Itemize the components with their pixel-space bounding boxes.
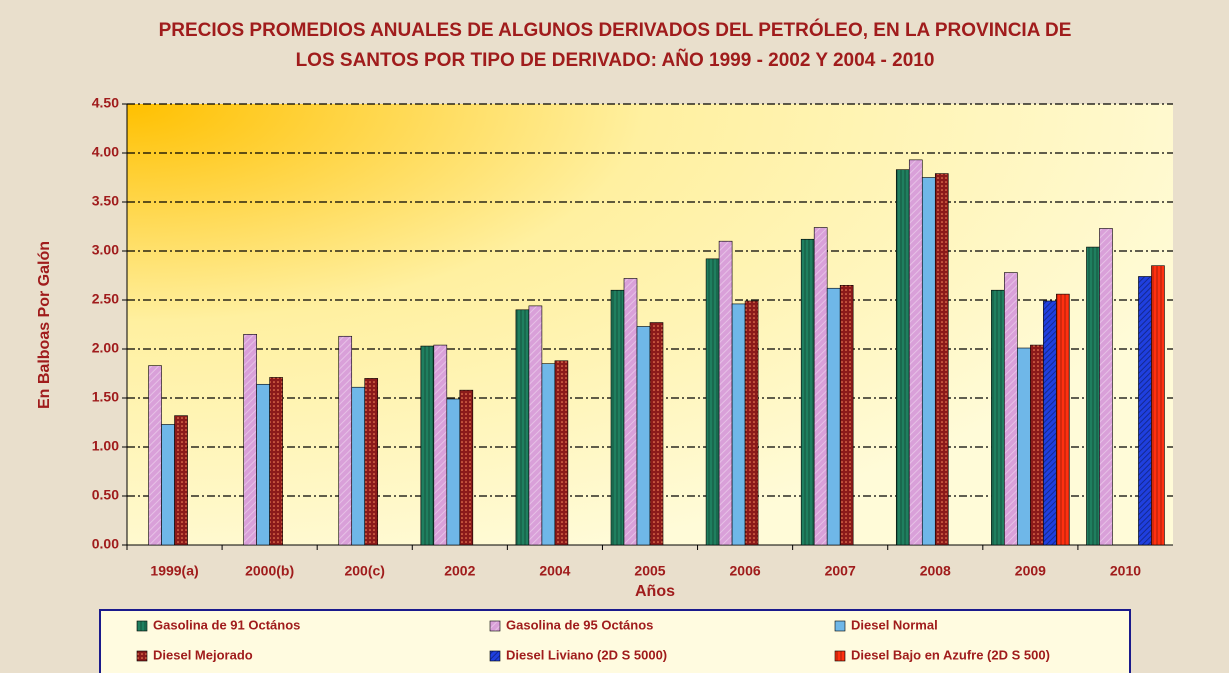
bar <box>269 377 283 546</box>
bar <box>256 383 270 546</box>
bar <box>351 386 366 546</box>
bar <box>826 287 841 546</box>
x-axis-title: Años <box>635 583 675 600</box>
x-tick-label: 2010 <box>1110 563 1141 579</box>
legend <box>99 609 1131 673</box>
bar <box>420 345 435 546</box>
y-tick-label: 3.50 <box>92 193 119 209</box>
bar <box>338 335 353 546</box>
bar <box>718 240 733 546</box>
bar <box>528 305 543 546</box>
x-tick-label: 2000(b) <box>245 563 294 579</box>
bar <box>1043 300 1057 546</box>
bar <box>148 365 162 546</box>
legend-label: Diesel Normal <box>851 617 938 632</box>
y-axis-title: En Balboas Por Galón <box>36 241 53 409</box>
y-tick-label: 0.50 <box>92 487 119 503</box>
x-tick-label: 2009 <box>1015 563 1046 579</box>
bar <box>744 300 759 546</box>
x-tick-label: 2004 <box>539 563 570 579</box>
bar <box>446 398 461 546</box>
y-tick-label: 1.00 <box>92 438 119 454</box>
legend-swatch <box>834 650 846 662</box>
bar <box>636 326 651 546</box>
bar <box>731 303 746 546</box>
y-tick-label: 2.50 <box>92 291 119 307</box>
bar <box>433 344 448 546</box>
bar <box>1056 293 1070 546</box>
legend-label: Diesel Liviano (2D S 5000) <box>506 647 667 662</box>
y-tick-label: 0.00 <box>92 536 119 552</box>
bar <box>243 333 257 546</box>
y-tick-label: 3.00 <box>92 242 119 258</box>
bar <box>649 322 664 546</box>
bar <box>705 258 720 546</box>
bar <box>895 169 910 546</box>
bar <box>908 159 923 546</box>
legend-swatch <box>834 620 846 632</box>
x-tick-label: 2007 <box>825 563 856 579</box>
bar <box>541 363 556 546</box>
legend-swatch <box>489 620 501 632</box>
legend-swatch <box>136 620 148 632</box>
bar <box>1004 272 1018 546</box>
x-tick-label: 2005 <box>634 563 665 579</box>
bar <box>1086 246 1100 546</box>
bar <box>921 177 936 546</box>
x-tick-label: 2006 <box>730 563 761 579</box>
y-tick-label: 2.00 <box>92 340 119 356</box>
bar <box>554 360 569 546</box>
bar <box>161 424 175 546</box>
bar <box>623 278 638 546</box>
bar <box>800 238 815 546</box>
bar <box>1017 347 1031 546</box>
y-tick-label: 4.50 <box>92 95 119 111</box>
x-tick-label: 200(c) <box>344 563 384 579</box>
bar <box>515 309 530 546</box>
bar <box>610 289 625 546</box>
x-tick-label: 2002 <box>444 563 475 579</box>
x-tick-label: 1999(a) <box>150 563 198 579</box>
bar <box>1138 276 1152 546</box>
bar <box>1151 265 1165 546</box>
legend-label: Gasolina de 91 Octános <box>153 617 300 632</box>
legend-swatch <box>136 650 148 662</box>
bar <box>934 173 949 546</box>
legend-label: Gasolina de 95 Octános <box>506 617 653 632</box>
bar <box>813 227 828 546</box>
bar <box>1099 228 1113 546</box>
legend-swatch <box>489 650 501 662</box>
legend-label: Diesel Bajo en Azufre (2D S 500) <box>851 647 1050 662</box>
legend-label: Diesel Mejorado <box>153 647 253 662</box>
bar <box>839 284 854 546</box>
x-tick-label: 2008 <box>920 563 951 579</box>
bar <box>459 389 474 546</box>
y-tick-label: 4.00 <box>92 144 119 160</box>
chart-title: PRECIOS PROMEDIOS ANUALES DE ALGUNOS DER… <box>158 20 1072 71</box>
bar <box>1030 344 1044 546</box>
bar <box>174 415 188 546</box>
y-tick-label: 1.50 <box>92 389 119 405</box>
bar <box>991 289 1005 546</box>
bar <box>364 378 379 546</box>
